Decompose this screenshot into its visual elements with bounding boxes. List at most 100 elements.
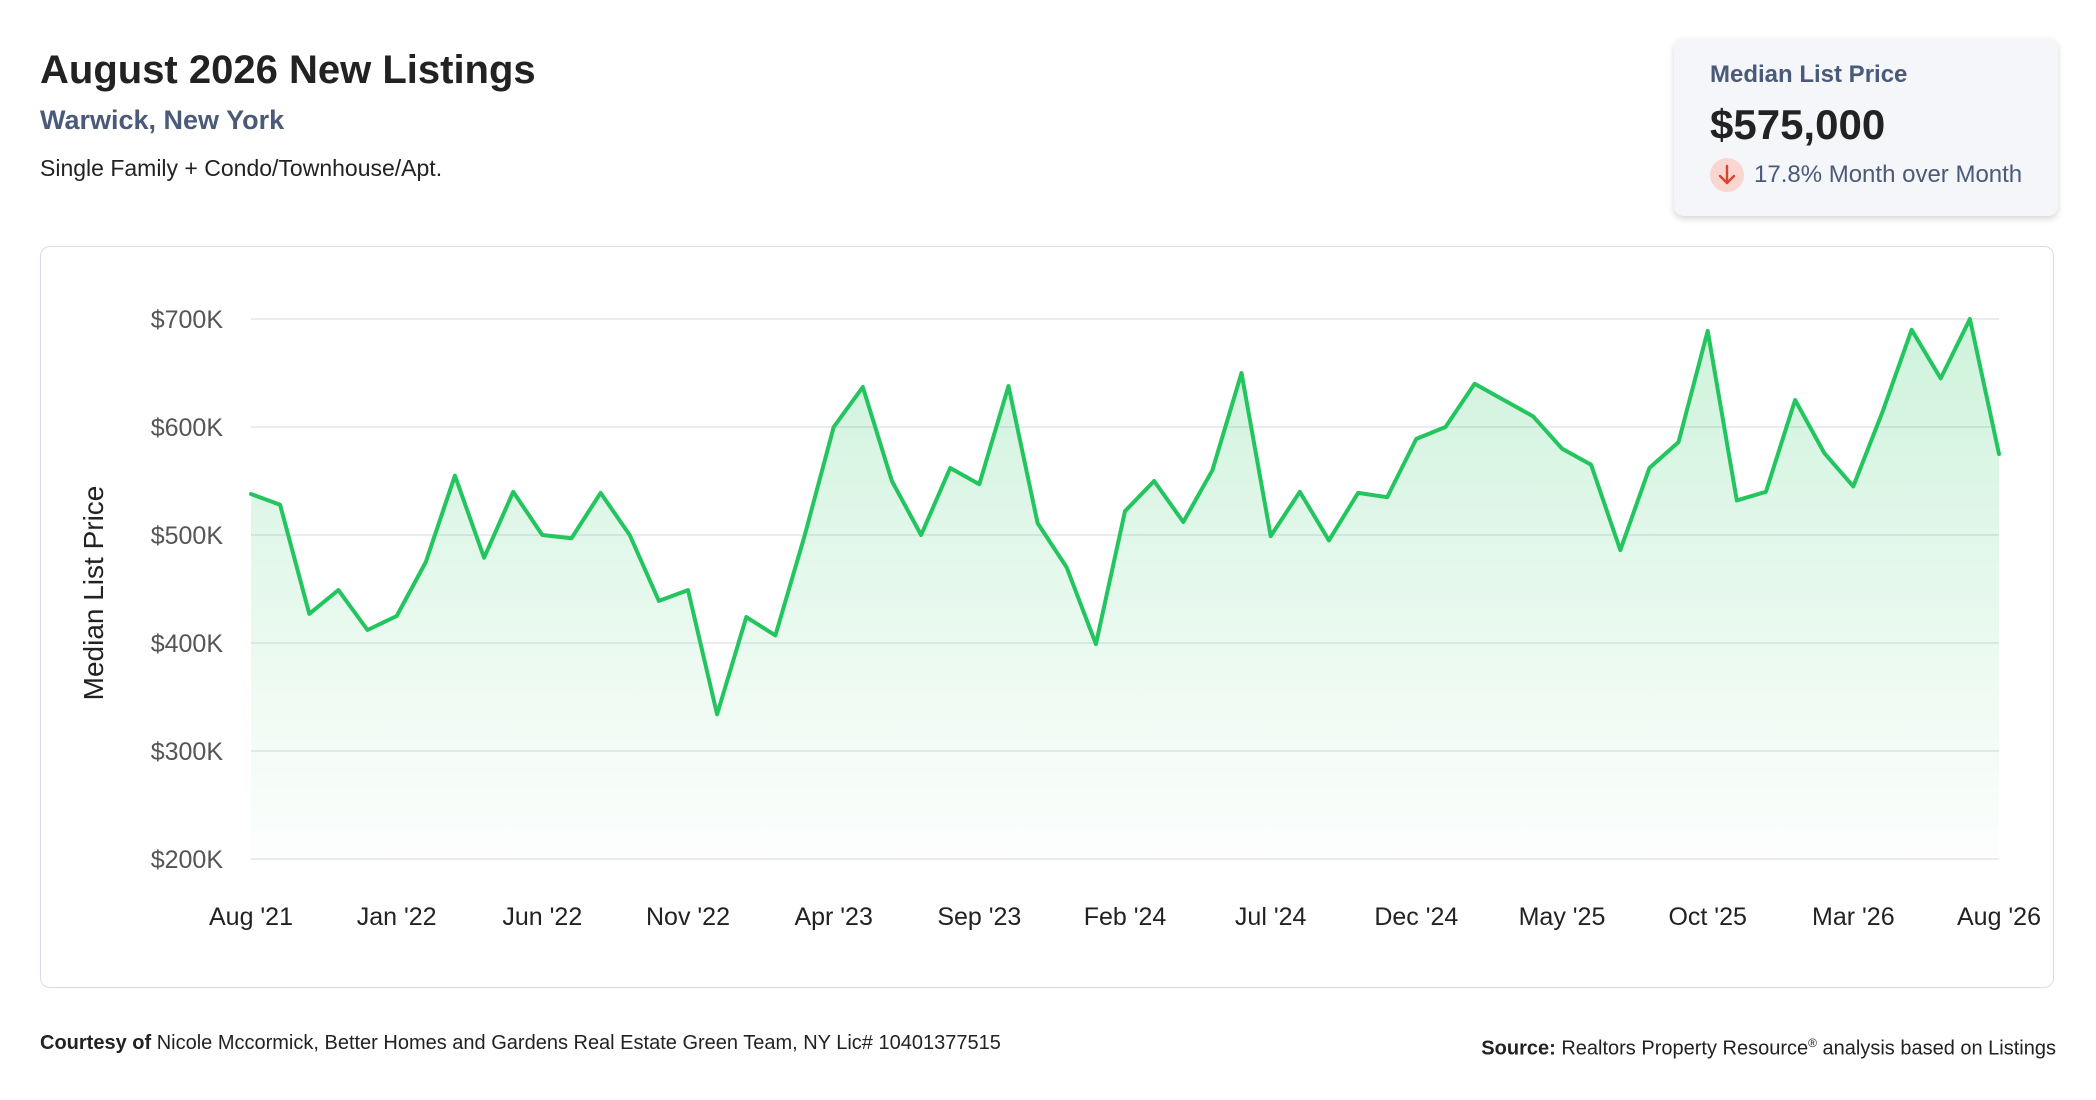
x-tick-label: Feb '24 — [1084, 903, 1167, 931]
data-point — [714, 711, 720, 717]
data-point — [568, 535, 574, 541]
data-point — [423, 559, 429, 565]
x-tick-label: Mar '26 — [1812, 903, 1895, 931]
data-point — [1501, 397, 1507, 403]
y-tick-label: $300K — [151, 738, 224, 766]
x-tick-label: Dec '24 — [1374, 903, 1458, 931]
y-axis-label: Median List Price — [78, 486, 109, 701]
data-point — [335, 587, 341, 593]
data-point — [831, 424, 837, 430]
data-point — [1297, 489, 1303, 495]
data-point — [685, 587, 691, 593]
data-point — [1093, 641, 1099, 647]
data-point — [1005, 383, 1011, 389]
chart-container: $200K $300K $400K $500K $600K $700K Aug '21 Ja… — [40, 246, 2054, 988]
source-footer: Source: Realtors Property Resource® anal… — [1481, 1030, 2056, 1062]
data-point — [772, 632, 778, 638]
data-point — [598, 490, 604, 496]
data-point — [1209, 467, 1215, 473]
data-point — [248, 491, 254, 497]
data-point — [1180, 519, 1186, 525]
location-label: Warwick, New York — [40, 105, 285, 135]
header: August 2026 New Listings Warwick, New Yo… — [40, 46, 536, 182]
data-point — [1268, 533, 1274, 539]
stat-value: $575,000 — [1710, 101, 1886, 148]
data-point — [1996, 451, 2002, 457]
page-title: August 2026 New Listings — [40, 48, 536, 92]
data-point — [889, 478, 895, 484]
data-point — [1326, 537, 1332, 543]
y-tick-label: $200K — [151, 846, 224, 874]
courtesy-label: Courtesy of — [40, 1032, 152, 1054]
data-point — [1035, 520, 1041, 526]
y-tick-label: $400K — [151, 630, 224, 658]
stat-change-text: 17.8% Month over Month — [1754, 161, 2023, 188]
data-point — [627, 532, 633, 538]
data-point — [743, 614, 749, 620]
data-point — [860, 384, 866, 390]
data-point — [656, 598, 662, 604]
x-tick-label: Jul '24 — [1235, 903, 1307, 931]
data-point — [1792, 397, 1798, 403]
y-tick-label: $700K — [151, 306, 224, 334]
data-point — [394, 613, 400, 619]
source-text: Realtors Property Resource — [1561, 1037, 1809, 1060]
data-point — [802, 533, 808, 539]
y-tick-label: $600K — [151, 414, 224, 442]
data-point — [452, 473, 458, 479]
data-point — [1879, 409, 1885, 415]
x-tick-label: Jan '22 — [357, 903, 437, 931]
property-segment-label: Single Family + Condo/Townhouse/Apt. — [40, 155, 443, 181]
data-point — [1646, 465, 1652, 471]
data-point — [1384, 494, 1390, 500]
y-tick-label: $500K — [151, 522, 224, 550]
data-point — [1763, 489, 1769, 495]
data-point — [1734, 497, 1740, 503]
data-point — [277, 502, 283, 508]
courtesy-text: Nicole Mccormick, Better Homes and Garde… — [156, 1032, 1001, 1054]
data-point — [1239, 370, 1245, 376]
data-point — [1413, 436, 1419, 442]
data-point — [1850, 483, 1856, 489]
data-point — [1151, 478, 1157, 484]
data-point — [306, 611, 312, 617]
data-point — [365, 627, 371, 633]
stat-label: Median List Price — [1710, 61, 1908, 88]
data-point — [1122, 508, 1128, 514]
data-point — [1938, 375, 1944, 381]
data-point — [1705, 328, 1711, 334]
data-point — [976, 481, 982, 487]
x-tick-label: Jun '22 — [502, 903, 582, 931]
data-point — [1064, 564, 1070, 570]
x-tick-label: Nov '22 — [646, 903, 730, 931]
series-line — [249, 317, 2001, 717]
x-tick-label: May '25 — [1519, 903, 1606, 931]
data-point — [1821, 450, 1827, 456]
source-text-suffix: analysis based on Listings — [1816, 1037, 2057, 1060]
data-point — [1530, 413, 1536, 419]
median-list-price-chart: $200K $300K $400K $500K $600K $700K Aug '21 Ja… — [78, 306, 2041, 931]
x-tick-label: Sep '23 — [937, 903, 1021, 931]
data-point — [1909, 327, 1915, 333]
data-point — [918, 532, 924, 538]
data-point — [1588, 462, 1594, 468]
data-point — [1472, 381, 1478, 387]
arrow-down-icon — [1710, 158, 1744, 192]
data-point — [1559, 446, 1565, 452]
x-tick-label: Apr '23 — [794, 903, 872, 931]
data-point — [1676, 439, 1682, 445]
data-point — [1967, 316, 1973, 322]
source-label: Source: — [1481, 1037, 1556, 1060]
x-tick-label: Aug '26 — [1957, 903, 2041, 931]
series-area — [251, 319, 1999, 859]
data-point — [947, 465, 953, 471]
stat-change: 17.8% Month over Month — [1710, 158, 2058, 192]
data-point — [1617, 547, 1623, 553]
data-point — [539, 532, 545, 538]
courtesy-footer: Courtesy of Nicole Mccormick, Better Hom… — [40, 1030, 1001, 1056]
registered-mark: ® — [1808, 1036, 1817, 1050]
x-tick-label: Oct '25 — [1668, 903, 1746, 931]
data-point — [481, 555, 487, 561]
x-tick-label: Aug '21 — [209, 903, 293, 931]
data-point — [1355, 490, 1361, 496]
